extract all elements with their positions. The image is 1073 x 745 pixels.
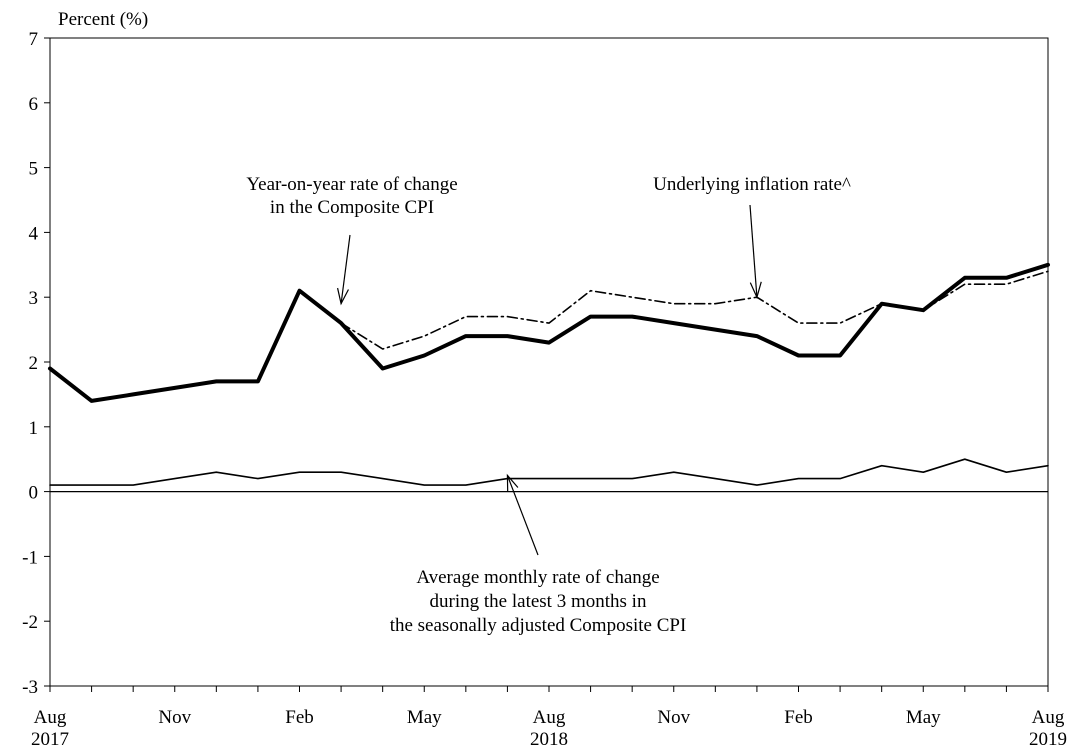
series-line-thin <box>49 458 1049 486</box>
y-tick-label: 3 <box>29 288 39 309</box>
series-line-thick <box>48 262 1050 403</box>
x-tick-label: Aug <box>34 707 67 728</box>
x-tick-label: Feb <box>784 707 813 728</box>
y-tick-label: 0 <box>29 483 39 504</box>
arrow-head <box>749 281 762 299</box>
series-line-dash-dot <box>340 270 1049 350</box>
x-tick-label: Feb <box>285 707 314 728</box>
y-tick-label: 1 <box>29 418 39 439</box>
x-year-label: 2017 <box>31 729 69 745</box>
y-tick-label: 4 <box>29 223 39 244</box>
x-tick-label: Aug <box>1032 707 1065 728</box>
y-tick-label: 7 <box>29 29 39 50</box>
x-year-label: 2019 <box>1029 729 1067 745</box>
annotation-arrow <box>749 204 758 298</box>
y-tick-label: 5 <box>29 159 39 180</box>
series-layer <box>48 262 1050 486</box>
annotation-arrow <box>340 234 351 304</box>
plot-frame <box>49 37 1049 687</box>
annotation-text: in the Composite CPI <box>270 197 434 218</box>
x-tick-label: May <box>906 707 941 728</box>
x-tick-label: Aug <box>533 707 566 728</box>
x-tick-label: Nov <box>657 707 690 728</box>
annotation-text: during the latest 3 months in <box>430 591 647 612</box>
annotation-text: Underlying inflation rate^ <box>653 174 851 195</box>
y-tick-label: -3 <box>22 677 38 698</box>
arrow-head <box>506 473 519 492</box>
arrow-head <box>336 287 349 306</box>
x-tick-label: May <box>407 707 442 728</box>
y-axis-label: Percent (%) <box>58 9 148 30</box>
x-year-label: 2018 <box>530 729 568 745</box>
annotation-text: Average monthly rate of change <box>416 567 659 588</box>
annotation-text: Year-on-year rate of change <box>246 174 457 195</box>
annotation-text: the seasonally adjusted Composite CPI <box>390 615 687 636</box>
y-tick-label: -1 <box>22 547 38 568</box>
annotation-arrow <box>506 475 539 556</box>
y-tick-label: 6 <box>29 94 39 115</box>
y-tick-label: -2 <box>22 612 38 633</box>
y-tick-label: 2 <box>29 353 39 374</box>
x-tick-label: Nov <box>158 707 191 728</box>
